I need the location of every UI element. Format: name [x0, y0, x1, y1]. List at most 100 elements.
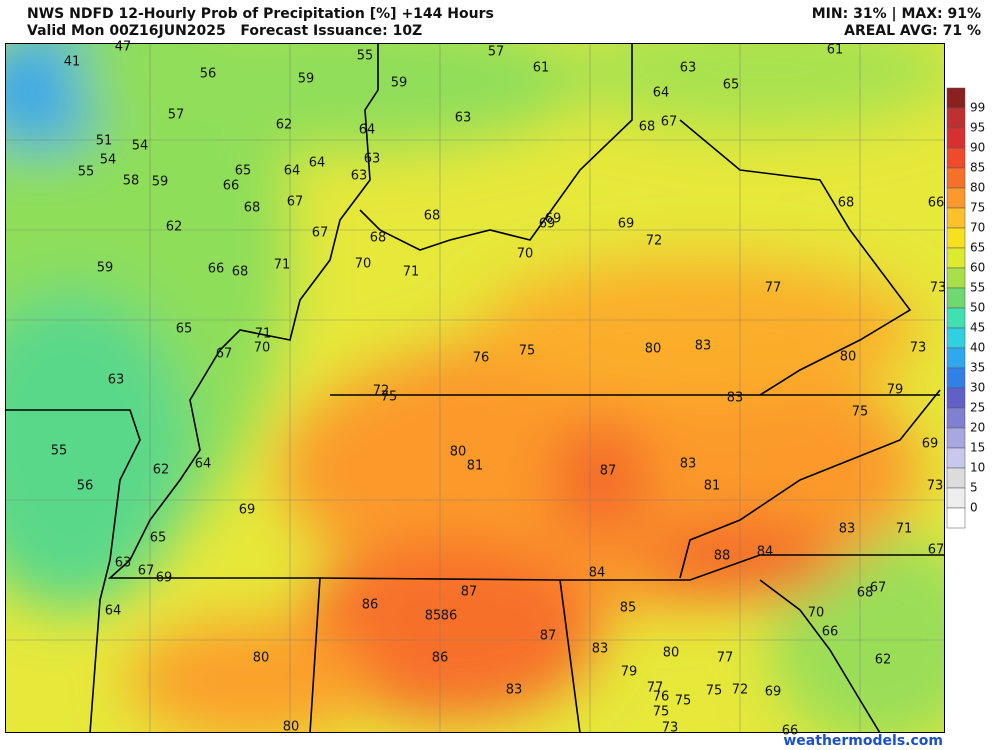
map-value: 80	[840, 350, 857, 365]
min-max: MIN: 31% | MAX: 91%	[812, 6, 981, 22]
map-value: 72	[373, 384, 390, 399]
colorbar-label: 15	[970, 441, 985, 455]
colorbar-label: 70	[970, 221, 985, 235]
map-value: 65	[150, 531, 167, 546]
colorbar-label: 30	[970, 381, 985, 395]
colorbar-label: 95	[970, 121, 985, 135]
map-value: 87	[600, 464, 617, 479]
colorbar-label: 45	[970, 321, 985, 335]
map-value: 62	[153, 463, 170, 478]
map-value: 83	[506, 683, 523, 698]
map-value: 86	[362, 598, 379, 613]
map-value: 80	[663, 646, 680, 661]
map-value: 69	[156, 571, 173, 586]
colorbar-swatch	[946, 427, 966, 449]
value-labels: 47 41 56 59 55 59 57 61 63 64 63 63 57 62 51 54 54 55 58 59…	[51, 40, 947, 739]
map-value: 56	[77, 479, 94, 494]
map-value: 66	[782, 724, 799, 739]
map-value: 86	[432, 651, 449, 666]
map-value: 88	[714, 549, 731, 564]
colorbar-label: 85	[970, 161, 985, 175]
map-value: 80	[283, 720, 300, 735]
map-value: 55	[78, 165, 95, 180]
map-value: 67	[138, 564, 155, 579]
map-value: 73	[930, 281, 947, 296]
watermark: weathermodels.com	[783, 733, 943, 749]
map-value: 69	[545, 212, 562, 227]
map-value: 61	[827, 43, 844, 58]
map-value: 71	[403, 265, 420, 280]
valid-time: Valid Mon 00Z16JUN2025 Forecast Issuance…	[27, 23, 422, 39]
map-value: 54	[100, 153, 117, 168]
colorbar-label: 75	[970, 201, 985, 215]
map-value: 75	[653, 705, 670, 720]
map-value: 56	[200, 67, 217, 82]
colorbar-swatch	[946, 367, 966, 389]
colorbar-swatch	[946, 187, 966, 209]
map-value: 62	[875, 653, 892, 668]
map-value: 51	[96, 134, 113, 149]
map-value: 64	[195, 457, 212, 472]
map-value: 75	[852, 405, 869, 420]
map-value: 69	[618, 217, 635, 232]
map-value: 64	[359, 123, 376, 138]
map-value: 64	[105, 604, 122, 619]
map-value: 68	[857, 586, 874, 601]
colorbar-swatch	[946, 227, 966, 249]
map-value: 73	[927, 479, 944, 494]
map-value: 69	[539, 217, 556, 232]
map-value: 68	[370, 231, 387, 246]
map-value: 59	[298, 72, 315, 87]
map-value: 54	[132, 139, 149, 154]
map-value: 70	[254, 341, 271, 356]
map-value: 84	[589, 566, 606, 581]
map-value: 58	[123, 174, 140, 189]
map-value: 65	[176, 322, 193, 337]
map-value: 68	[838, 196, 855, 211]
map-value: 83	[680, 457, 697, 472]
map-value: 67	[661, 115, 678, 130]
areal-avg: AREAL AVG: 71 %	[844, 23, 981, 39]
map-value: 71	[896, 522, 913, 537]
map-value: 68	[244, 201, 261, 216]
map-value: 70	[355, 257, 372, 272]
map-value: 81	[467, 459, 484, 474]
map-value: 63	[364, 152, 381, 167]
map-value: 73	[662, 721, 679, 736]
colorbar-label: 0	[970, 501, 978, 515]
map-value: 75	[381, 390, 398, 405]
colorbar-swatch	[946, 467, 966, 489]
map-value: 83	[727, 391, 744, 406]
colorbar-label: 10	[970, 461, 985, 475]
map-value: 70	[808, 606, 825, 621]
map-value: 80	[645, 342, 662, 357]
colorbar-label: 20	[970, 421, 985, 435]
map-value: 72	[646, 234, 663, 249]
colorbar-swatch	[946, 107, 966, 129]
map-value: 62	[166, 220, 183, 235]
map-value: 69	[765, 685, 782, 700]
map-value: 68	[639, 120, 656, 135]
map-value: 68	[232, 265, 249, 280]
map-value: 63	[115, 556, 132, 571]
map-value: 71	[255, 327, 272, 342]
colorbar-swatch	[946, 307, 966, 329]
colorbar-swatch	[946, 347, 966, 369]
map-value: 85	[425, 609, 442, 624]
colorbar-swatch	[946, 267, 966, 289]
map-value: 57	[488, 45, 505, 60]
map-value: 66	[928, 196, 945, 211]
map-value: 64	[309, 156, 326, 171]
title: NWS NDFD 12-Hourly Prob of Precipitation…	[27, 6, 494, 22]
map-value: 67	[287, 195, 304, 210]
map-value: 67	[928, 543, 945, 558]
map-value: 77	[717, 651, 734, 666]
map-value: 66	[223, 179, 240, 194]
map-value: 59	[152, 175, 169, 190]
map-value: 85	[620, 601, 637, 616]
colorbar-swatch	[946, 487, 966, 509]
map-value: 76	[473, 351, 490, 366]
map-value: 69	[239, 503, 256, 518]
